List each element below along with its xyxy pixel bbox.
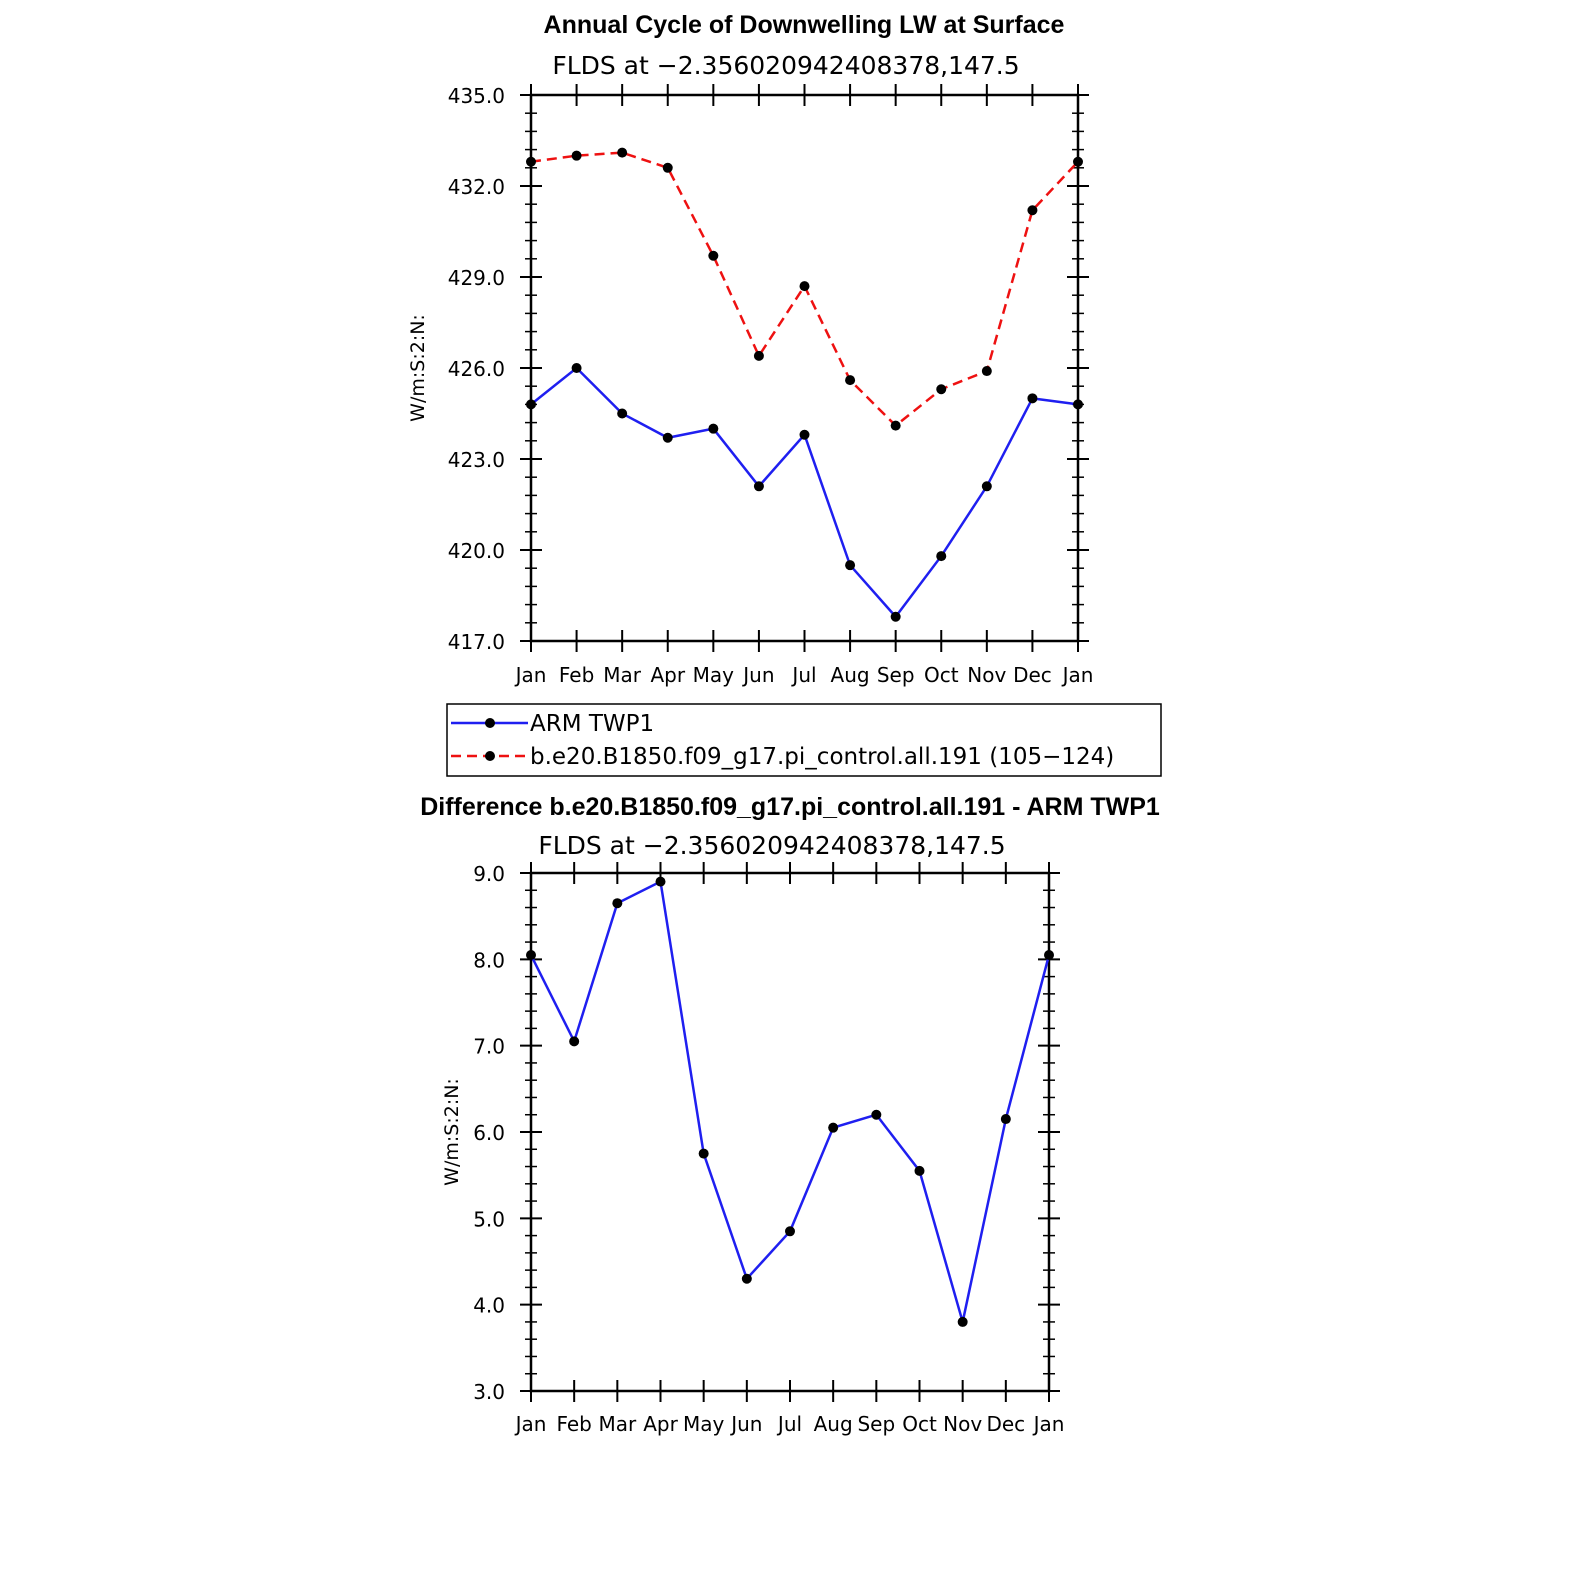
data-point-1-0	[741, 1273, 752, 1284]
legend-label-0: ARM TWP1	[530, 711, 654, 737]
x-tick-label: Nov	[943, 1412, 982, 1436]
x-tick-label: Aug	[831, 663, 870, 687]
data-point-0-1	[936, 384, 947, 395]
data-point-0-1	[1073, 156, 1083, 167]
data-point-0-0	[708, 423, 719, 434]
series-line-1-0	[529, 879, 1051, 1323]
data-point-0-1	[617, 147, 628, 158]
x-tick-label: Feb	[556, 1412, 591, 1436]
x-tick-label: Mar	[598, 1412, 637, 1436]
y-tick-label: 423.0	[448, 448, 505, 472]
legend-marker-1	[485, 751, 495, 761]
data-point-1-0	[914, 1165, 925, 1176]
x-tick-label: Nov	[967, 663, 1006, 687]
x-tick-label: Oct	[902, 1412, 937, 1436]
data-point-1-0	[1000, 1114, 1011, 1125]
data-point-0-0	[753, 481, 764, 492]
y-tick-label: 8.0	[473, 948, 505, 972]
legend-label-1: b.e20.B1850.f09_g17.pi_control.all.191 (…	[530, 744, 1114, 770]
x-tick-label: Jan	[514, 663, 547, 687]
data-point-0-0	[1073, 399, 1083, 410]
chart-title-1: Difference b.e20.B1850.f09_g17.pi_contro…	[420, 793, 1160, 821]
y-tick-label: 6.0	[473, 1121, 505, 1145]
chart-subtitle-1: FLDS at −2.356020942408378,147.5	[538, 831, 1005, 860]
data-point-1-0	[1044, 950, 1054, 961]
data-point-1-0	[957, 1316, 968, 1327]
x-tick-label: Aug	[814, 1412, 853, 1436]
x-tick-label: Jan	[1032, 1412, 1065, 1436]
x-tick-label: Jun	[729, 1412, 762, 1436]
data-point-0-1	[571, 150, 582, 161]
data-point-0-1	[1027, 205, 1038, 216]
plot-frame-1	[529, 871, 1051, 1393]
x-tick-label: Jul	[776, 1412, 802, 1436]
y-tick-label: 3.0	[473, 1380, 505, 1404]
series-line-0-0	[530, 366, 1079, 619]
data-point-1-0	[569, 1036, 580, 1047]
data-point-0-0	[936, 551, 947, 562]
y-tick-label: 420.0	[448, 539, 505, 563]
data-point-1-0	[785, 1226, 795, 1237]
x-tick-label: Oct	[924, 663, 959, 687]
y-tick-label: 432.0	[448, 175, 505, 199]
data-point-0-1	[526, 156, 536, 167]
data-point-1-0	[655, 876, 666, 887]
data-point-0-0	[526, 399, 536, 410]
x-tick-label: Dec	[986, 1412, 1025, 1436]
y-tick-label: 7.0	[473, 1035, 505, 1059]
data-point-0-0	[1027, 393, 1038, 404]
x-tick-label: Jun	[741, 663, 774, 687]
data-point-0-0	[662, 432, 673, 443]
data-point-0-1	[890, 420, 901, 431]
chart-subtitle-0: FLDS at −2.356020942408378,147.5	[552, 51, 1019, 80]
plot-frame-0	[529, 93, 1080, 643]
y-tick-label: 426.0	[448, 357, 505, 381]
data-point-1-0	[612, 898, 623, 909]
data-point-1-0	[698, 1148, 709, 1159]
y-axis-label-1: W/m:S:2:N:	[441, 1078, 463, 1186]
chart-title-0: Annual Cycle of Downwelling LW at Surfac…	[544, 11, 1065, 39]
data-point-0-0	[799, 429, 810, 440]
y-tick-label: 417.0	[448, 630, 505, 654]
data-point-0-0	[571, 363, 582, 373]
x-tick-label: Feb	[559, 663, 594, 687]
data-point-1-0	[828, 1122, 839, 1133]
x-tick-label: Sep	[857, 1412, 895, 1436]
data-point-0-0	[617, 408, 628, 419]
x-tick-label: Dec	[1013, 663, 1052, 687]
y-tick-label: 4.0	[473, 1294, 505, 1318]
data-point-0-1	[799, 281, 810, 292]
data-point-0-0	[981, 481, 992, 492]
x-tick-label: Jul	[790, 663, 816, 687]
y-tick-label: 435.0	[448, 84, 505, 108]
data-point-0-0	[890, 611, 901, 622]
legend-marker-0	[485, 718, 495, 728]
data-point-1-0	[871, 1109, 882, 1120]
x-tick-label: Sep	[877, 663, 915, 687]
x-tick-label: Apr	[643, 1412, 678, 1436]
y-tick-label: 429.0	[448, 266, 505, 290]
x-tick-label: Jan	[1061, 663, 1094, 687]
data-point-0-0	[845, 560, 856, 571]
x-tick-label: Mar	[603, 663, 642, 687]
x-tick-label: May	[683, 1412, 725, 1436]
data-point-0-1	[662, 162, 673, 173]
data-point-1-0	[526, 950, 536, 961]
legend-box	[446, 703, 1162, 777]
y-tick-label: 5.0	[473, 1207, 505, 1231]
data-point-0-1	[981, 366, 992, 377]
data-point-0-1	[845, 375, 856, 386]
data-point-0-1	[753, 350, 764, 361]
x-tick-label: Jan	[514, 1412, 547, 1436]
x-tick-label: Apr	[650, 663, 685, 687]
x-tick-label: May	[693, 663, 735, 687]
data-point-0-1	[708, 250, 719, 261]
y-axis-label-0: W/m:S:2:N:	[407, 314, 429, 422]
y-tick-label: 9.0	[473, 862, 505, 886]
